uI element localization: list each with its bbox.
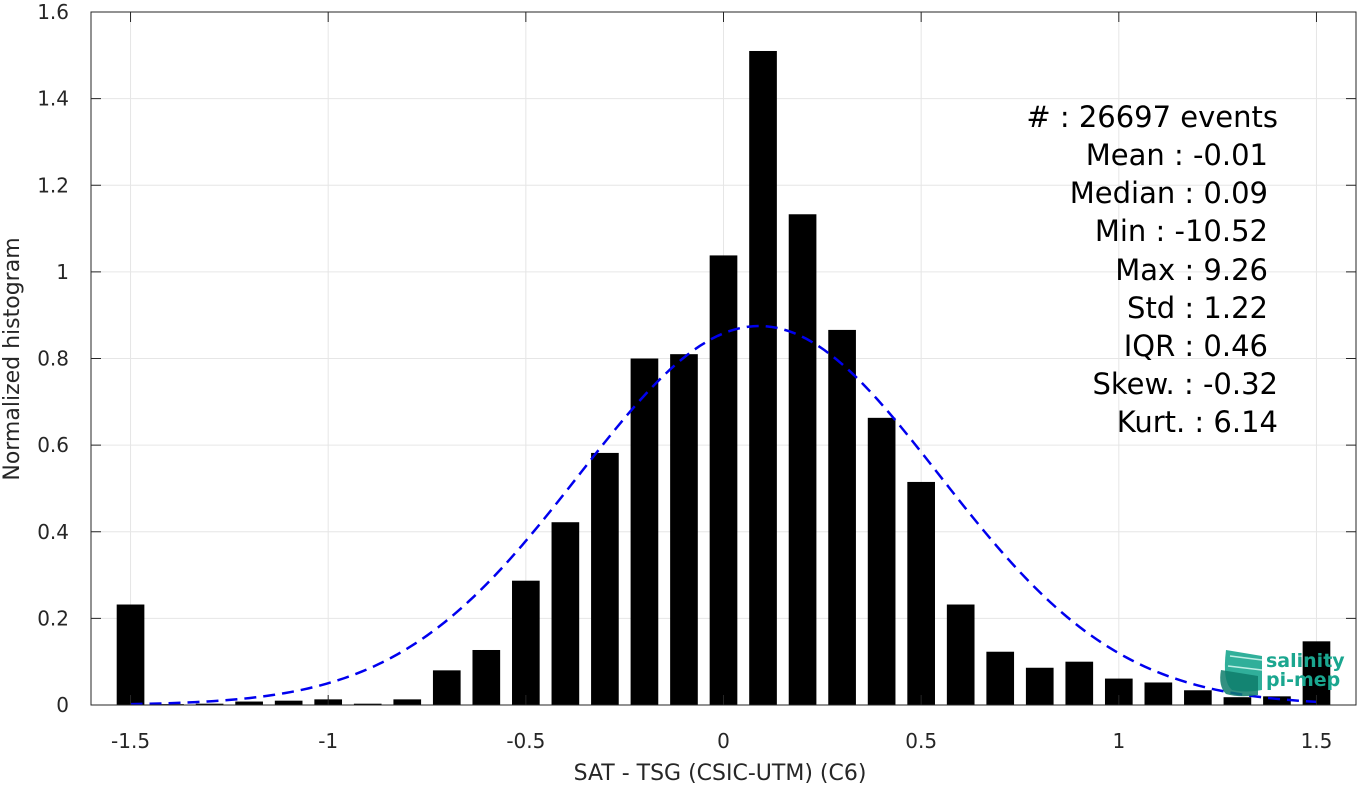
histogram-bar-30 — [1302, 641, 1331, 705]
stat-skew: Skew. : -0.32 — [1092, 367, 1278, 401]
histogram-bar-20 — [907, 481, 935, 705]
y-tick-label-0: 0 — [56, 693, 69, 717]
y-axis-label: Normalized histogram — [0, 237, 25, 480]
y-tick-label-1: 0.2 — [37, 606, 69, 630]
x-tick-label-0: -1.5 — [111, 729, 150, 753]
x-tick-labels: -1.5 -1 -0.5 0 0.5 1 1.5 — [111, 729, 1332, 753]
histogram-bar-6 — [353, 703, 382, 705]
stat-min: Min : -10.52 — [1095, 214, 1268, 248]
x-tick-label-2: -0.5 — [506, 729, 545, 753]
histogram-bar-13 — [630, 358, 659, 705]
y-tick-label-7: 1.4 — [37, 87, 69, 111]
histogram-bar-19 — [867, 417, 896, 705]
histogram-bar-21 — [946, 604, 975, 705]
histogram-bar-23 — [1025, 667, 1054, 705]
stat-std: Std : 1.22 — [1127, 291, 1268, 325]
x-tick-label-1: -1 — [318, 729, 338, 753]
histogram-bar-12 — [591, 452, 619, 705]
y-tick-label-3: 0.6 — [37, 433, 69, 457]
histogram-bars — [116, 50, 1331, 705]
stat-max: Max : 9.26 — [1115, 253, 1268, 287]
histogram-bar-0 — [116, 604, 145, 705]
histogram-bar-9 — [472, 649, 501, 705]
y-tick-label-4: 0.8 — [37, 347, 69, 371]
salinity-pimep-logo: salinity pi-mep — [1220, 650, 1345, 697]
stat-events: # : 26697 events — [1026, 100, 1278, 134]
histogram-bar-15 — [709, 255, 738, 705]
histogram-bar-26 — [1144, 682, 1173, 705]
x-tick-label-4: 0.5 — [905, 729, 937, 753]
y-tick-label-5: 1 — [56, 260, 69, 284]
wave-logo-icon — [1220, 650, 1263, 697]
histogram-bar-7 — [393, 699, 422, 705]
x-axis-label: SAT - TSG (CSIC-UTM) (C6) — [574, 761, 867, 785]
histogram-bar-16 — [749, 50, 777, 705]
histogram-bar-29 — [1263, 696, 1291, 705]
y-tick-label-6: 1.2 — [37, 173, 69, 197]
x-tick-label-5: 1 — [1112, 729, 1125, 753]
y-tick-labels: 0 0.2 0.4 0.6 0.8 1 1.2 1.4 1.6 — [37, 0, 69, 717]
stats-box: # : 26697 events Mean : -0.01 Median : 0… — [1026, 100, 1278, 439]
x-tick-label-6: 1.5 — [1301, 729, 1333, 753]
y-tick-label-8: 1.6 — [37, 0, 69, 24]
histogram-bar-27 — [1184, 690, 1212, 705]
x-tick-label-3: 0 — [717, 729, 730, 753]
axis-ticks — [91, 11, 1356, 706]
stat-kurt: Kurt. : 6.14 — [1117, 405, 1278, 439]
logo-line-1: salinity — [1266, 650, 1345, 672]
histogram-bar-18 — [828, 329, 856, 705]
y-tick-label-2: 0.4 — [37, 520, 69, 544]
histogram-bar-10 — [512, 580, 540, 705]
stat-iqr: IQR : 0.46 — [1124, 329, 1268, 363]
histogram-bar-28 — [1223, 697, 1252, 705]
histogram-bar-22 — [986, 651, 1015, 705]
stat-median: Median : 0.09 — [1070, 176, 1268, 210]
histogram-bar-14 — [670, 354, 698, 705]
histogram-bar-3 — [235, 701, 263, 705]
histogram-bar-17 — [788, 214, 817, 705]
histogram-bar-8 — [432, 670, 461, 705]
stat-mean: Mean : -0.01 — [1086, 138, 1268, 172]
histogram-bar-24 — [1065, 661, 1094, 705]
histogram-bar-11 — [551, 522, 580, 705]
histogram-bar-4 — [274, 700, 303, 705]
normal-fit-curve — [130, 324, 1317, 706]
logo-line-2: pi-mep — [1266, 669, 1340, 691]
histogram-bar-2 — [195, 703, 224, 705]
